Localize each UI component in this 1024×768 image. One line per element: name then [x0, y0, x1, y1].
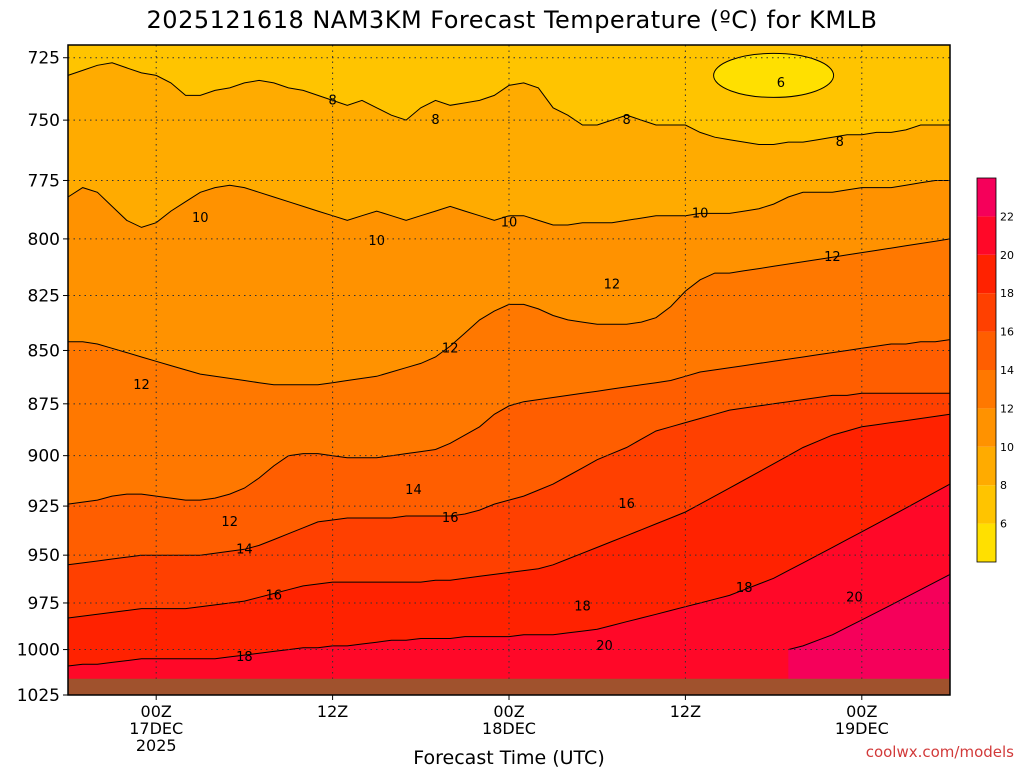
colorbar-swatch [977, 178, 996, 217]
y-tick-label: 850 [28, 341, 60, 361]
band-6-pocket [713, 53, 834, 98]
band-20 [68, 484, 950, 695]
y-tick-label: 900 [28, 447, 60, 467]
isotherm-8 [67, 62, 950, 145]
contour-label: 18 [574, 600, 591, 615]
colorbar-swatch [977, 523, 996, 562]
y-tick-label: 925 [28, 497, 60, 517]
y-axis: 725 750 775 800 825 850 875 900 925 950 975 1000 102… [17, 49, 68, 706]
isotherm-20 [67, 483, 951, 667]
contour-label: 20 [846, 590, 863, 605]
chart-title: 2025121618 NAM3KM Forecast Temperature (… [147, 6, 878, 34]
isotherm-6 [713, 52, 835, 98]
ground-fill [68, 678, 950, 695]
contour-label: 8 [622, 113, 630, 128]
contour-label: 16 [266, 588, 283, 603]
colorbar-swatch [977, 370, 996, 409]
ground-surface [68, 678, 950, 695]
y-tick-label: 975 [28, 594, 60, 614]
colorbar-tick-label: 20 [1000, 249, 1014, 262]
y-tick-label: 1025 [17, 686, 60, 706]
contour-label: 12 [442, 341, 459, 356]
colorbar-tick-label: 12 [1000, 402, 1014, 415]
colorbar-swatch [977, 331, 996, 370]
x-tick-label: 2025 [136, 736, 177, 755]
contour-label: 10 [692, 206, 709, 221]
colorbar-swatch [977, 485, 996, 524]
contour-label: 6 [777, 76, 785, 91]
x-tick-label: 00Z [846, 702, 877, 721]
colorbar-swatch [977, 446, 996, 486]
contour-label: 14 [405, 483, 422, 498]
colorbar-swatch [977, 254, 996, 294]
y-tick-label: 800 [28, 230, 60, 250]
y-tick-label: 1000 [17, 641, 60, 661]
y-tick-label: 825 [28, 287, 60, 307]
colorbar-legend: 6 8 10 12 14 16 18 20 22 [976, 177, 1014, 563]
contour-label: 12 [604, 277, 621, 292]
colorbar-tick-label: 8 [1000, 479, 1007, 492]
contour-label: 12 [824, 250, 841, 265]
colorbar-tick-label: 10 [1000, 441, 1014, 454]
colorbar-tick-label: 14 [1000, 364, 1014, 377]
contour-label: 16 [618, 497, 635, 512]
colorbar-tick-label: 22 [1000, 210, 1014, 223]
isotherm-contours [67, 52, 951, 667]
colorbar-tick-label: 18 [1000, 287, 1014, 300]
contour-label: 20 [596, 639, 613, 654]
contour-label: 8 [836, 135, 844, 150]
x-tick-label: 18DEC [482, 719, 536, 738]
contour-label: 14 [236, 542, 253, 557]
x-tick-label: 00Z [493, 702, 524, 721]
isotherm-18 [67, 413, 951, 619]
contour-label: 12 [133, 378, 150, 393]
y-tick-label: 950 [28, 546, 60, 566]
contour-label: 18 [236, 650, 253, 665]
x-tick-label: 12Z [670, 702, 701, 721]
x-tick-label: 19DEC [835, 719, 889, 738]
x-tick-label: 00Z [141, 702, 172, 721]
y-tick-label: 750 [28, 111, 60, 131]
colorbar-swatch [977, 408, 996, 447]
x-tick-label: 12Z [317, 702, 348, 721]
colorbar-swatch [977, 293, 996, 332]
y-tick-label: 725 [28, 49, 60, 69]
isotherm-14 [67, 339, 951, 505]
contour-label: 10 [192, 211, 209, 226]
isotherm-16 [67, 392, 950, 566]
x-axis-label: Forecast Time (UTC) [413, 747, 604, 768]
plot-area [68, 45, 950, 696]
y-tick-label: 875 [28, 395, 60, 415]
colorbar-tick-label: 6 [1000, 518, 1007, 531]
contour-labels: 688 8810101010121212121414161616181818202… [133, 76, 862, 665]
contour-label: 18 [736, 581, 753, 596]
colorbar-swatch [977, 216, 996, 255]
contour-label: 8 [431, 113, 439, 128]
band-22 [788, 574, 950, 695]
x-tick-label: 17DEC [129, 719, 183, 738]
colorbar-frame [976, 177, 997, 563]
y-tick-label: 775 [28, 171, 60, 191]
contour-label: 10 [501, 216, 518, 231]
isotherm-22 [788, 573, 951, 651]
credit-text: coolwx.com/models [866, 743, 1014, 761]
colorbar-tick-label: 16 [1000, 326, 1014, 339]
contour-label: 12 [221, 515, 238, 530]
contour-label: 16 [442, 511, 459, 526]
contour-label: 10 [368, 234, 385, 249]
